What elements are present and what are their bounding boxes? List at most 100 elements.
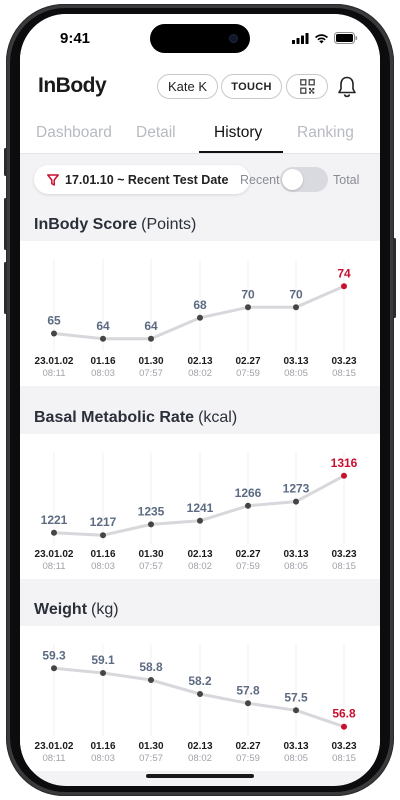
chart-title: Weight	[34, 601, 88, 618]
data-label: 70	[241, 287, 255, 301]
data-point[interactable]	[197, 517, 203, 524]
status-icons	[292, 32, 358, 44]
chart-title: Basal Metabolic Rate	[34, 409, 195, 426]
data-point[interactable]	[148, 335, 154, 342]
x-time-label: 07:59	[236, 753, 260, 764]
filter-icon	[47, 173, 59, 186]
x-tick-label: 01.30	[138, 549, 163, 560]
x-tick-label: 23.01.02	[35, 356, 74, 367]
data-point[interactable]	[148, 521, 154, 528]
data-label: 1217	[90, 515, 117, 529]
inbody-score-card: 65 23.01.02 08:11 64 01.16 08:03 64 01.30 07:57 6…	[20, 241, 380, 386]
data-point[interactable]	[100, 532, 106, 539]
date-range-filter-button[interactable]: 17.01.10 ~ Recent Test Date	[34, 165, 250, 194]
x-tick-label: 01.16	[90, 549, 115, 560]
data-label: 68	[193, 298, 207, 312]
chart-unit: (kcal)	[198, 409, 238, 426]
data-label: 1316	[331, 456, 358, 470]
qr-code-icon	[299, 79, 315, 94]
data-point[interactable]	[100, 670, 106, 676]
tab-dashboard[interactable]: Dashboard	[36, 124, 112, 141]
battery-icon	[334, 32, 358, 44]
weight-title: Weight (kg)	[34, 601, 119, 619]
data-label: 1241	[187, 501, 214, 515]
data-point[interactable]	[245, 502, 251, 509]
power-button	[393, 238, 396, 318]
data-label: 64	[144, 319, 158, 333]
app-screen: 9:41 InBody Kate K TOUCH Dashboard De	[20, 14, 380, 786]
data-point[interactable]	[293, 707, 299, 714]
data-point[interactable]	[245, 700, 251, 707]
data-point[interactable]	[341, 472, 347, 479]
data-label: 1235	[138, 504, 165, 518]
data-label: 70	[289, 287, 303, 301]
data-point[interactable]	[293, 498, 299, 505]
toggle-total-label: Total	[333, 173, 360, 187]
x-time-label: 08:05	[284, 561, 308, 572]
data-point[interactable]	[197, 314, 203, 321]
x-tick-label: 02.27	[235, 741, 260, 752]
data-point[interactable]	[51, 330, 57, 337]
status-time: 9:41	[60, 30, 91, 47]
x-time-label: 08:11	[42, 368, 65, 379]
x-time-label: 07:59	[236, 561, 260, 572]
data-point[interactable]	[341, 723, 347, 730]
data-point[interactable]	[100, 335, 106, 342]
user-profile-button[interactable]: Kate K	[157, 74, 218, 99]
tab-detail[interactable]: Detail	[136, 124, 176, 141]
data-point[interactable]	[341, 283, 347, 290]
x-tick-label: 01.16	[90, 356, 115, 367]
x-time-label: 07:57	[139, 753, 163, 764]
x-time-label: 08:03	[91, 561, 115, 572]
x-time-label: 08:15	[332, 753, 356, 764]
data-point[interactable]	[197, 691, 203, 697]
x-time-label: 08:03	[91, 753, 115, 764]
toggle-knob	[282, 169, 303, 190]
qr-scan-button[interactable]	[286, 74, 328, 99]
x-tick-label: 23.01.02	[35, 549, 74, 560]
x-tick-label: 02.27	[235, 549, 260, 560]
recent-total-toggle[interactable]	[280, 167, 328, 192]
chart-unit: (Points)	[141, 216, 197, 233]
x-tick-label: 02.13	[187, 356, 212, 367]
dynamic-island	[150, 24, 250, 53]
data-label: 58.2	[188, 674, 212, 688]
x-tick-label: 02.27	[235, 356, 260, 367]
data-point[interactable]	[148, 677, 154, 683]
home-indicator[interactable]	[146, 774, 254, 778]
x-time-label: 07:57	[139, 561, 163, 572]
x-time-label: 08:11	[42, 753, 65, 764]
x-tick-label: 01.30	[138, 356, 163, 367]
tab-ranking[interactable]: Ranking	[297, 124, 354, 141]
x-tick-label: 02.13	[187, 549, 212, 560]
data-label: 1221	[41, 513, 68, 527]
x-tick-label: 03.23	[331, 549, 356, 560]
data-point[interactable]	[51, 665, 57, 672]
x-time-label: 08:03	[91, 368, 115, 379]
data-label: 74	[337, 266, 351, 280]
active-tab-indicator	[199, 151, 283, 153]
action-button	[4, 148, 7, 176]
touch-button[interactable]: TOUCH	[221, 74, 282, 99]
x-time-label: 08:05	[284, 753, 308, 764]
data-label: 1266	[235, 486, 262, 500]
date-range-label: 17.01.10 ~ Recent Test Date	[65, 172, 229, 187]
bell-icon[interactable]	[336, 75, 358, 99]
data-label: 59.3	[42, 648, 66, 662]
camera-icon	[229, 34, 238, 43]
filter-row: 17.01.10 ~ Recent Test Date Recent Total	[20, 155, 380, 203]
volume-up-button	[4, 198, 7, 250]
data-point[interactable]	[293, 304, 299, 311]
volume-down-button	[4, 262, 7, 314]
x-time-label: 08:02	[188, 753, 212, 764]
signal-icon	[292, 32, 309, 44]
x-tick-label: 03.13	[283, 549, 308, 560]
data-point[interactable]	[51, 529, 57, 536]
x-time-label: 08:02	[188, 561, 212, 572]
tab-history[interactable]: History	[214, 124, 263, 141]
x-tick-label: 03.13	[283, 356, 308, 367]
data-point[interactable]	[245, 304, 251, 311]
